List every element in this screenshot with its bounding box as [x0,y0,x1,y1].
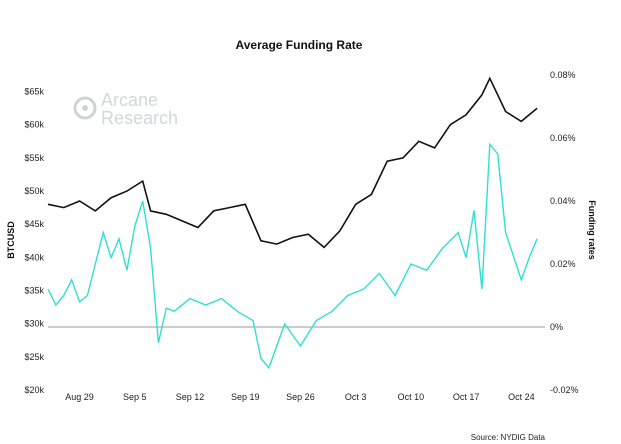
btc-price-series-line [47,76,538,249]
x-tick-label: Oct 10 [398,392,425,402]
y-right-tick-label: 0.06% [550,133,576,143]
funding-rate-series-line [47,142,538,370]
x-tick-label: Sep 19 [231,392,260,402]
x-tick-label: Aug 29 [65,392,94,402]
y-right-tick-label: 0.08% [550,70,576,80]
y-right-tick-label: 0.04% [550,196,576,206]
y-left-axis-label: BTCUSD [6,221,16,259]
logo-text-line1: Arcane [101,90,158,110]
y-left-tick-label: $65k [24,87,44,97]
watermark-logo: Arcane Research [73,90,178,128]
y-left-tick-label: $25k [24,352,44,362]
y-left-tick-label: $40k [24,252,44,262]
x-tick-label: Sep 26 [286,392,315,402]
logo-text-line2: Research [101,108,178,128]
y-right-tick-label: 0% [550,322,563,332]
arcane-logo-icon [73,96,97,120]
y-left-tick-label: $35k [24,286,44,296]
y-left-tick-label: $30k [24,319,44,329]
y-right-tick-label: 0.02% [550,259,576,269]
y-right-axis: -0.02% 0% 0.02% 0.04% 0.06% 0.08% [550,70,579,395]
x-tick-label: Oct 17 [453,392,480,402]
x-tick-label: Oct 3 [345,392,367,402]
y-left-tick-label: $50k [24,186,44,196]
x-tick-label: Oct 24 [508,392,535,402]
y-left-tick-label: $20k [24,385,44,395]
y-right-axis-label: Funding rates [587,200,597,260]
y-left-tick-label: $55k [24,153,44,163]
chart-title: Average Funding Rate [236,38,363,52]
y-left-axis: $20k $25k $30k $35k $40k $45k $50k $55k $60k $65k [24,87,44,395]
y-right-tick-label: -0.02% [550,385,579,395]
x-tick-label: Sep 5 [123,392,147,402]
source-note: Source: NYDIG Data [471,433,546,442]
y-left-tick-label: $45k [24,219,44,229]
x-axis: Aug 29 Sep 5 Sep 12 Sep 19 Sep 26 Oct 3 Oct 10… [65,392,534,402]
y-left-tick-label: $60k [24,120,44,130]
x-tick-label: Sep 12 [176,392,205,402]
